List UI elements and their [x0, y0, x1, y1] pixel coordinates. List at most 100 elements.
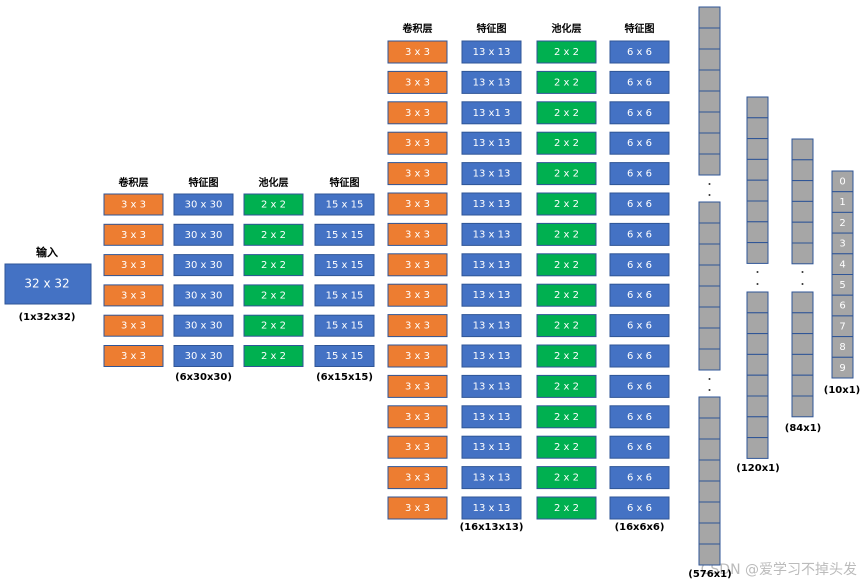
column-header: 特征图 — [625, 22, 655, 35]
output-index: 1 — [839, 197, 845, 208]
output-label: (10x1) — [824, 385, 860, 396]
vector-cell — [791, 395, 814, 418]
layer-box — [387, 253, 448, 277]
layer-box — [536, 466, 597, 490]
layer-box — [103, 193, 164, 216]
layer-label: 3 x 3 — [121, 230, 146, 241]
layer-box — [609, 192, 670, 216]
output-index: 5 — [839, 280, 845, 291]
ellipsis-dot — [801, 271, 804, 273]
layer-box — [536, 496, 597, 520]
shape-label: (16x6x6) — [615, 522, 665, 533]
layer-label: 13 x 13 — [473, 473, 511, 484]
layer-label: 3 x 3 — [405, 290, 430, 301]
layer-box — [609, 162, 670, 186]
layer-label: 6 x 6 — [627, 169, 652, 180]
layer-label: 13 x1 3 — [473, 108, 511, 119]
layer-label: 13 x 13 — [473, 138, 511, 149]
vector-cell — [698, 417, 721, 440]
layer-label: 6 x 6 — [627, 199, 652, 210]
layer-box — [536, 162, 597, 186]
vector-cell — [746, 242, 769, 264]
layer-box — [609, 374, 670, 398]
layer-label: 15 x 15 — [326, 290, 364, 301]
layer-label: 3 x 3 — [405, 321, 430, 332]
layer-label: 13 x 13 — [473, 77, 511, 88]
layer-box — [103, 314, 164, 337]
layer-box — [536, 405, 597, 429]
layer-box — [387, 40, 448, 64]
layer-box — [536, 344, 597, 368]
vector-cell — [746, 200, 769, 223]
layer-label: 3 x 3 — [405, 442, 430, 453]
layer-box — [387, 70, 448, 94]
vector-cell — [698, 438, 721, 461]
ellipsis-dot — [708, 194, 711, 196]
vector-cell — [791, 221, 814, 244]
layer-box — [387, 283, 448, 307]
column-header: 卷积层 — [118, 176, 149, 189]
vector-cell — [791, 159, 814, 182]
layer-label: 6 x 6 — [627, 290, 652, 301]
layer-box — [609, 435, 670, 459]
vector-cell — [791, 291, 814, 314]
layer-label: 30 x 30 — [185, 290, 223, 301]
layer-label: 3 x 3 — [405, 77, 430, 88]
vector-cell — [698, 132, 721, 155]
layer-label: 3 x 3 — [405, 381, 430, 392]
layer-label: 6 x 6 — [627, 47, 652, 58]
vector-cell — [698, 69, 721, 92]
layer-box — [461, 70, 522, 94]
layer-label: 3 x 3 — [405, 412, 430, 423]
column-header: 特征图 — [330, 176, 360, 189]
layer-label: 15 x 15 — [326, 260, 364, 271]
output-cell — [831, 356, 854, 379]
input-shape: (1x32x32) — [19, 312, 76, 323]
layer-box — [536, 283, 597, 307]
layer-label: 2 x 2 — [554, 321, 579, 332]
shape-label: (6x30x30) — [175, 372, 232, 383]
layer-label: 3 x 3 — [121, 200, 146, 211]
layer-label: 30 x 30 — [185, 230, 223, 241]
output-index: 2 — [839, 218, 845, 229]
layer-box — [173, 345, 234, 367]
ellipsis-dot — [708, 389, 711, 391]
layer-label: 3 x 3 — [405, 473, 430, 484]
layer-label: 13 x 13 — [473, 199, 511, 210]
layer-box — [314, 284, 375, 307]
vector-cell — [698, 90, 721, 113]
layer-box — [173, 314, 234, 337]
vector-cell — [746, 291, 769, 314]
layer-label: 6 x 6 — [627, 108, 652, 119]
output-index: 6 — [839, 301, 845, 312]
layer-box — [387, 192, 448, 216]
output-index: 0 — [839, 177, 845, 188]
layer-label: 3 x 3 — [405, 260, 430, 271]
input-size: 32 x 32 — [24, 277, 69, 291]
layer-box — [103, 345, 164, 367]
vector-cell — [746, 96, 769, 119]
layer-box — [173, 193, 234, 216]
vector-cell — [746, 221, 769, 244]
vector-cell — [698, 285, 721, 308]
layer-box — [243, 314, 304, 337]
vector-cell — [791, 200, 814, 223]
layer-label: 13 x 13 — [473, 351, 511, 362]
layer-box — [609, 466, 670, 490]
layer-label: 3 x 3 — [121, 290, 146, 301]
vector-cell — [791, 333, 814, 355]
vector-cell — [746, 333, 769, 355]
layer-label: 3 x 3 — [405, 229, 430, 240]
layer-label: 3 x 3 — [405, 351, 430, 362]
layer-box — [103, 254, 164, 277]
layer-box — [536, 435, 597, 459]
vector-cell — [791, 374, 814, 397]
layer-label: 6 x 6 — [627, 503, 652, 514]
vector-cell — [698, 348, 721, 371]
layer-label: 2 x 2 — [261, 230, 286, 241]
layer-box — [387, 344, 448, 368]
layer-box — [243, 223, 304, 246]
ellipsis-dot — [756, 271, 759, 273]
layer-box — [609, 283, 670, 307]
layer-box — [387, 162, 448, 186]
